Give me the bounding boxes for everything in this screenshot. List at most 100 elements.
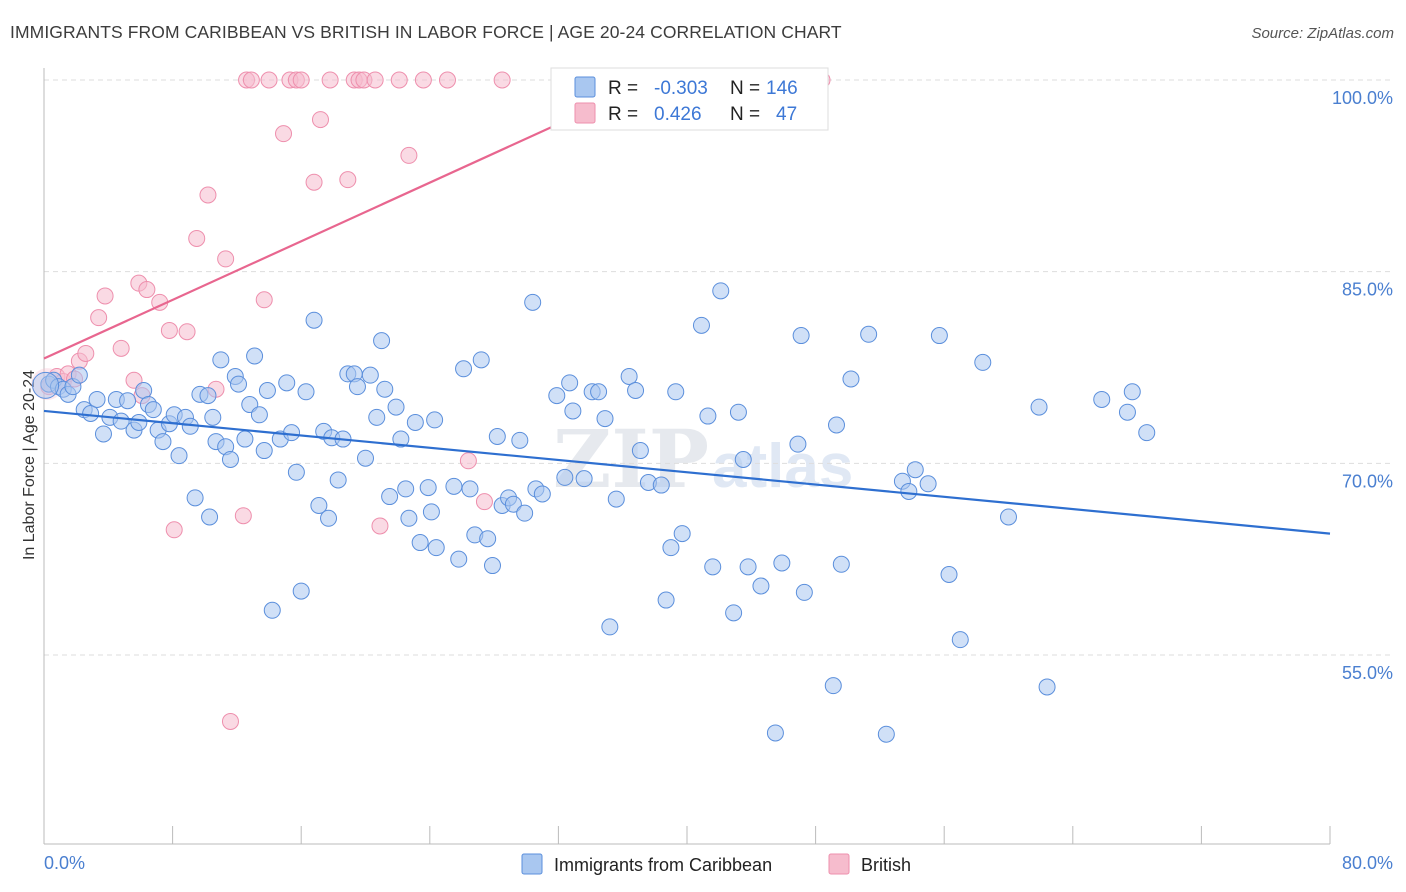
data-point <box>445 477 463 495</box>
data-point <box>217 250 235 268</box>
legend-n-value-british: 47 <box>776 104 797 125</box>
data-point <box>250 406 268 424</box>
legend-n-value-caribbean: 146 <box>766 78 798 99</box>
data-point <box>627 382 645 399</box>
data-point <box>138 281 156 299</box>
y-tick-label: 85.0% <box>1342 280 1393 300</box>
data-point <box>479 530 497 548</box>
data-point <box>305 173 323 191</box>
data-point <box>900 482 918 500</box>
data-point <box>188 229 206 247</box>
data-point <box>516 504 534 522</box>
data-point <box>283 424 301 442</box>
data-point-cluster <box>32 371 60 399</box>
data-point <box>77 344 95 362</box>
bottom-legend-label-caribbean: Immigrants from Caribbean <box>554 855 772 875</box>
data-point <box>311 111 329 129</box>
data-point <box>186 489 204 507</box>
data-point <box>258 382 276 399</box>
data-point <box>165 521 183 539</box>
y-tick-label: 55.0% <box>1342 663 1393 683</box>
data-point <box>339 171 357 189</box>
chart-source: Source: ZipAtlas.com <box>1251 25 1394 42</box>
correlation-legend: R = -0.303 N = 146 R = 0.426 N = 47 <box>550 67 829 131</box>
data-point <box>287 463 305 481</box>
data-point <box>974 353 992 371</box>
data-point <box>246 347 264 365</box>
data-point <box>511 431 529 449</box>
data-point <box>860 325 878 343</box>
data-point <box>201 508 219 526</box>
data-point <box>1093 390 1111 408</box>
data-point <box>361 366 379 384</box>
data-point <box>556 468 574 486</box>
data-point <box>673 525 691 543</box>
data-point <box>199 387 217 405</box>
caribbean-points <box>32 282 1156 743</box>
legend-r-value-caribbean: -0.303 <box>654 78 708 99</box>
data-point <box>699 407 717 425</box>
data-point <box>371 517 389 535</box>
y-axis-label: In Labor Force | Age 20-24 <box>21 370 38 560</box>
data-point <box>667 383 685 401</box>
data-point <box>590 383 608 401</box>
y-tick-label: 100.0% <box>1332 88 1393 108</box>
data-point <box>832 555 850 573</box>
data-point <box>320 509 338 527</box>
data-point <box>400 509 418 527</box>
legend-swatch-british <box>574 102 596 124</box>
data-point <box>739 558 757 576</box>
legend-r-label: R = <box>608 78 638 99</box>
data-point <box>631 442 649 460</box>
data-point <box>564 402 582 420</box>
data-point <box>493 71 511 89</box>
data-point <box>561 374 579 392</box>
data-point <box>373 332 391 350</box>
legend-r-label: R = <box>608 104 638 125</box>
data-point <box>234 507 252 525</box>
data-point <box>366 71 384 89</box>
data-point <box>96 287 114 305</box>
axes <box>43 68 1331 845</box>
data-point <box>212 351 230 369</box>
y-tick-labels: 55.0% 70.0% 85.0% 100.0% <box>1332 88 1393 683</box>
data-point <box>533 485 551 503</box>
data-point <box>390 71 408 89</box>
x-tick-label-max: 80.0% <box>1342 853 1393 873</box>
data-point <box>455 360 473 378</box>
data-point <box>827 416 845 434</box>
data-point <box>310 497 328 514</box>
legend-box <box>550 67 829 131</box>
bottom-legend-label-british: British <box>861 855 911 875</box>
data-point <box>712 282 730 300</box>
data-point <box>752 577 770 595</box>
data-point <box>144 401 162 419</box>
data-point <box>461 480 479 498</box>
data-point <box>472 351 490 369</box>
chart-title: IMMIGRANTS FROM CARIBBEAN VS BRITISH IN … <box>10 22 842 42</box>
data-point <box>524 293 542 311</box>
data-point <box>321 71 339 89</box>
data-point <box>88 390 106 408</box>
data-point <box>236 430 254 448</box>
data-point <box>348 378 366 396</box>
data-point <box>877 725 895 743</box>
data-point <box>951 631 969 649</box>
data-point <box>1030 398 1048 416</box>
data-point <box>292 582 310 600</box>
data-point <box>824 677 842 695</box>
data-point <box>400 146 418 164</box>
data-point <box>725 604 743 622</box>
data-point <box>357 449 374 467</box>
data-point <box>940 566 958 583</box>
data-point <box>221 712 239 730</box>
data-point <box>483 557 501 575</box>
data-point <box>450 550 468 568</box>
watermark-atlas: atlas <box>712 432 853 501</box>
data-point <box>397 480 415 498</box>
data-point <box>662 539 680 557</box>
data-point <box>178 323 196 341</box>
data-point <box>459 452 477 470</box>
data-point <box>305 311 323 329</box>
